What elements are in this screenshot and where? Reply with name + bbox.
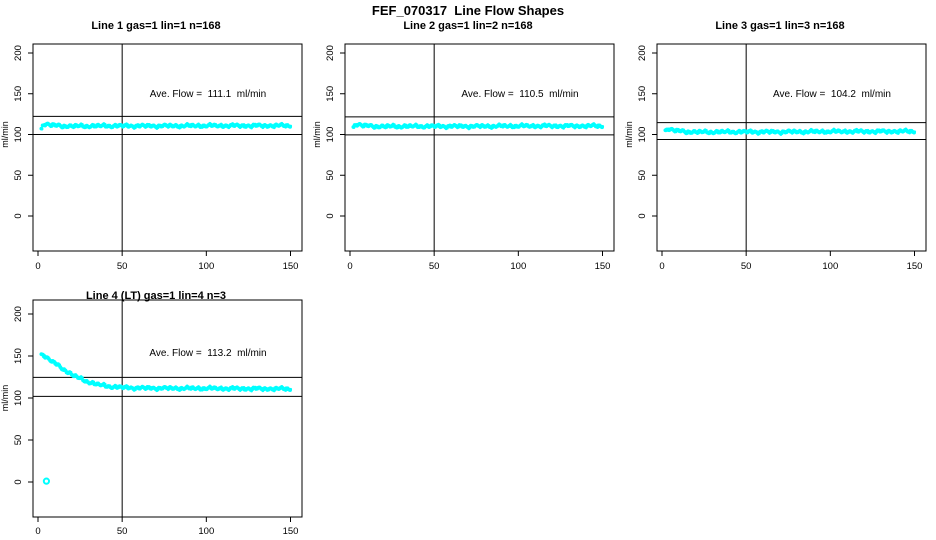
y-tick-label: 150 xyxy=(637,86,648,102)
plot-box xyxy=(32,299,303,518)
panel-line2: Line 2 gas=1 lin=2 n=168 Ave. Flow = 110… xyxy=(312,18,624,280)
y-tick-label: 150 xyxy=(13,348,24,364)
y-tick-label: 100 xyxy=(13,127,24,143)
x-tick-label: 100 xyxy=(510,261,526,272)
plot-box xyxy=(344,43,615,252)
plot-line4: 0 50 100 150 0 50 100 150 200 ml/min xyxy=(0,299,303,537)
y-tick-label: 100 xyxy=(637,127,648,143)
x-tick-label: 100 xyxy=(822,261,838,272)
plot-line1: 0 50 100 150 0 50 100 150 200 ml/min xyxy=(0,43,303,272)
y-tick-label: 0 xyxy=(13,213,24,218)
panel-line4: Line 4 (LT) gas=1 lin=4 n=3 Ave. Flow = … xyxy=(0,288,312,540)
y-axis-label: ml/min xyxy=(0,121,10,148)
x-tick-label: 50 xyxy=(117,261,128,272)
y-tick-label: 200 xyxy=(13,306,24,322)
x-tick-label: 100 xyxy=(198,261,214,272)
plot-line2: 0 50 100 150 0 50 100 150 200 ml/min xyxy=(312,43,615,272)
x-tick-label: 150 xyxy=(283,526,299,537)
flow-data-points xyxy=(39,352,293,393)
y-axis-label: ml/min xyxy=(312,121,322,148)
panel-line3: Line 3 gas=1 lin=3 n=168 Ave. Flow = 104… xyxy=(624,18,936,280)
ave-flow-annotation-line2: Ave. Flow = 110.5 ml/min xyxy=(461,89,579,100)
figure-title: FEF_070317 Line Flow Shapes xyxy=(371,3,565,18)
x-tick-label: 0 xyxy=(659,261,664,272)
x-tick-label: 0 xyxy=(347,261,352,272)
panel-title-line3: Line 3 gas=1 lin=3 n=168 xyxy=(715,20,845,32)
y-tick-label: 100 xyxy=(13,390,24,406)
y-tick-label: 0 xyxy=(325,213,336,218)
plot-box xyxy=(32,43,303,252)
y-tick-label: 100 xyxy=(325,127,336,143)
x-tick-label: 50 xyxy=(429,261,440,272)
y-axis-label: ml/min xyxy=(624,121,634,148)
flow-data-points xyxy=(39,121,293,131)
outlier-point xyxy=(42,477,51,485)
x-tick-label: 150 xyxy=(907,261,923,272)
y-tick-label: 50 xyxy=(637,170,648,181)
y-tick-label: 50 xyxy=(325,170,336,181)
x-tick-label: 0 xyxy=(35,526,40,537)
x-tick-label: 150 xyxy=(595,261,611,272)
y-tick-label: 0 xyxy=(13,479,24,484)
plot-box xyxy=(656,43,927,252)
y-tick-label: 200 xyxy=(325,45,336,61)
panel-line1: Line 1 gas=1 lin=1 n=168 Ave. Flow = 111… xyxy=(0,18,312,280)
panel-title-line1: Line 1 gas=1 lin=1 n=168 xyxy=(91,20,221,32)
x-tick-label: 50 xyxy=(741,261,752,272)
x-tick-label: 100 xyxy=(198,526,214,537)
flow-data-points xyxy=(351,122,605,131)
y-tick-label: 50 xyxy=(13,435,24,446)
y-axis-label: ml/min xyxy=(0,385,10,412)
y-tick-label: 0 xyxy=(637,213,648,218)
x-tick-label: 150 xyxy=(283,261,299,272)
y-tick-label: 50 xyxy=(13,170,24,181)
ave-flow-annotation-line3: Ave. Flow = 104.2 ml/min xyxy=(773,89,891,100)
panel-title-line2: Line 2 gas=1 lin=2 n=168 xyxy=(403,20,533,32)
plot-line3: 0 50 100 150 0 50 100 150 200 ml/min xyxy=(624,43,927,272)
x-tick-label: 50 xyxy=(117,526,128,537)
x-tick-label: 0 xyxy=(35,261,40,272)
y-tick-label: 200 xyxy=(637,45,648,61)
y-tick-label: 200 xyxy=(13,45,24,61)
panel-title-line4: Line 4 (LT) gas=1 lin=4 n=3 xyxy=(85,290,227,302)
flow-data-points xyxy=(663,126,917,136)
y-tick-label: 150 xyxy=(13,86,24,102)
ave-flow-annotation-line1: Ave. Flow = 111.1 ml/min xyxy=(149,89,267,100)
ave-flow-annotation-line4: Ave. Flow = 113.2 ml/min xyxy=(149,348,267,359)
y-tick-label: 150 xyxy=(325,86,336,102)
